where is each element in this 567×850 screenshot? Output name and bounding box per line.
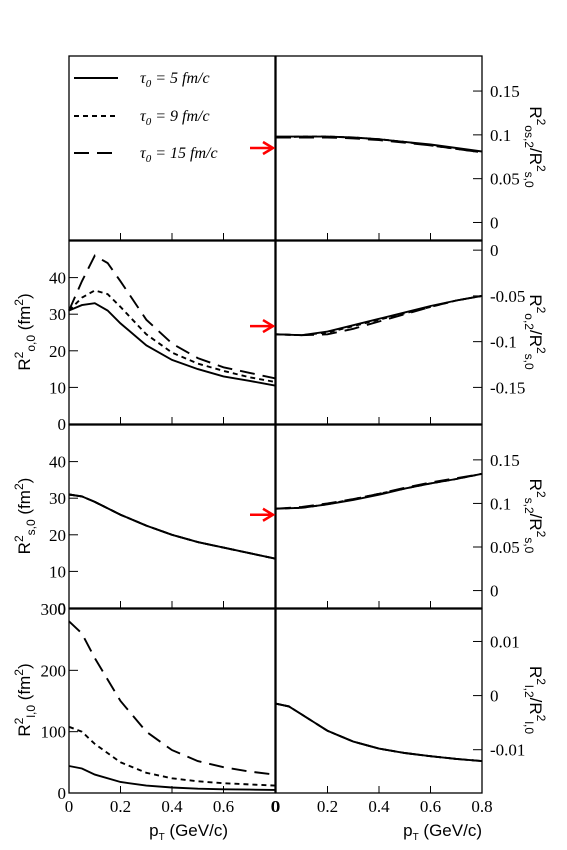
ytick-label-left-3: 30	[49, 489, 66, 508]
xtick-label-left: 0.2	[110, 797, 131, 816]
ytick-label-right-4: 0.01	[490, 632, 520, 651]
ytick-label-left-4: 200	[41, 661, 67, 680]
ylabel-r-os2: R2os,2/R2s,0	[522, 106, 548, 188]
xtick-label-left: 0	[271, 797, 280, 816]
ytick-label-right-1: 0.05	[490, 170, 520, 189]
curve-left-2-solid	[68, 302, 276, 387]
ytick-label-right-3: 0.1	[490, 494, 511, 513]
panel-frame-right-2	[275, 240, 483, 425]
ylabel-r-l2: R2l,2/R2l,0	[522, 666, 548, 734]
xtick-label-right: 0.2	[317, 797, 338, 816]
curve-left-3-long	[68, 493, 276, 560]
ylabel-r-s0: R2s,0 (fm2)	[12, 478, 38, 555]
panel-frames	[68, 55, 483, 794]
ytick-label-right-2: -0.15	[490, 378, 525, 397]
xlabel-right: pT (GeV/c)	[403, 821, 482, 843]
xlabel-left: pT (GeV/c)	[149, 821, 228, 843]
ytick-label-right-4: -0.01	[490, 741, 525, 760]
curve-right-2-solid	[275, 294, 483, 337]
curve-left-4-long	[68, 620, 276, 776]
ytick-label-left-3: 0	[58, 599, 67, 618]
curve-right-3-long	[275, 472, 483, 510]
reference-arrow-right-1	[250, 140, 276, 156]
ytick-label-right-1: 0.15	[490, 82, 520, 101]
curve-left-2-short	[68, 289, 276, 383]
curve-right-4-short	[275, 702, 483, 763]
xtick-label-right: 0.6	[420, 797, 441, 816]
ytick-label-left-3: 20	[49, 526, 66, 545]
ylabel-r-s2: R2s,2/R2s,0	[522, 479, 548, 554]
curve-layer	[68, 135, 483, 791]
ylabel-r-o0: R2o,0 (fm2)	[12, 293, 38, 370]
ytick-label-right-3: 0.05	[490, 538, 520, 557]
curve-right-1-short	[275, 135, 483, 154]
legend: τ0 = 5 fm/c τ0 = 9 fm/c τ0 = 15 fm/c	[74, 70, 218, 165]
axis-titles: R2os,2/R2s,0 R2o,2/R2s,0 R2s,2/R2s,0 R2l…	[12, 106, 548, 843]
curve-right-4-long	[275, 702, 483, 763]
ytick-label-left-2: 20	[49, 342, 66, 361]
curve-left-4-short	[68, 725, 276, 787]
ytick-label-right-2: -0.05	[490, 287, 525, 306]
curve-left-4-solid	[68, 765, 276, 791]
curve-right-3-solid	[275, 472, 483, 510]
ytick-label-left-4: 100	[41, 723, 67, 742]
legend-entry-3: τ0 = 15 fm/c	[140, 145, 218, 165]
reference-arrow-right-3	[250, 507, 276, 522]
xtick-label-right: 0	[272, 797, 281, 816]
panel-frame-left-3	[68, 424, 276, 609]
arrow-layer	[250, 140, 276, 522]
ytick-label-right-4: 0	[490, 687, 499, 706]
legend-entry-2: τ0 = 9 fm/c	[140, 108, 210, 128]
panel-frame-left-4	[68, 608, 276, 794]
curve-right-4-solid	[275, 702, 483, 763]
ytick-label-left-2: 10	[49, 378, 66, 397]
ylabel-r-o2: R2o,2/R2s,0	[522, 294, 548, 370]
ylabel-r-l0: R2l,0 (fm2)	[12, 663, 38, 736]
panel-frame-right-3	[275, 424, 483, 609]
curve-right-1-long	[276, 136, 483, 154]
xtick-label-left: 0.4	[161, 797, 183, 816]
ytick-label-left-3: 10	[49, 562, 66, 581]
ytick-label-right-3: 0	[490, 582, 499, 601]
ytick-label-right-3: 0.15	[490, 451, 520, 470]
ytick-label-right-1: 0.1	[490, 126, 511, 145]
ytick-label-left-2: 40	[49, 269, 66, 288]
xtick-label-left: 0	[65, 797, 74, 816]
legend-entry-1: τ0 = 5 fm/c	[140, 70, 210, 90]
ytick-label-left-2: 30	[49, 305, 66, 324]
curve-left-2-long	[68, 254, 276, 380]
tick-layer: 0 0.05 0.1 0.15 0 10 20 30 40 0 -0.05 -0.1 -0.15 0 10 2…	[41, 82, 526, 816]
panel-frame-left-2	[68, 240, 276, 425]
ytick-label-left-4: 300	[41, 600, 67, 619]
xtick-label-right: 0.4	[368, 797, 390, 816]
reference-arrow-right-2	[250, 319, 276, 334]
ytick-label-left-3: 40	[49, 453, 66, 472]
ytick-label-left-4: 0	[58, 784, 67, 803]
panel-frame-right-4	[275, 608, 483, 794]
ytick-label-right-2: 0	[490, 241, 499, 260]
curve-right-2-long	[275, 294, 483, 337]
ytick-label-left-2: 0	[58, 415, 67, 434]
xtick-label-left: 0.6	[213, 797, 234, 816]
ytick-label-right-2: -0.1	[490, 333, 517, 352]
ytick-label-right-1: 0	[490, 213, 499, 232]
curve-left-3-short	[68, 493, 276, 560]
xtick-label-right: 0.8	[471, 797, 492, 816]
